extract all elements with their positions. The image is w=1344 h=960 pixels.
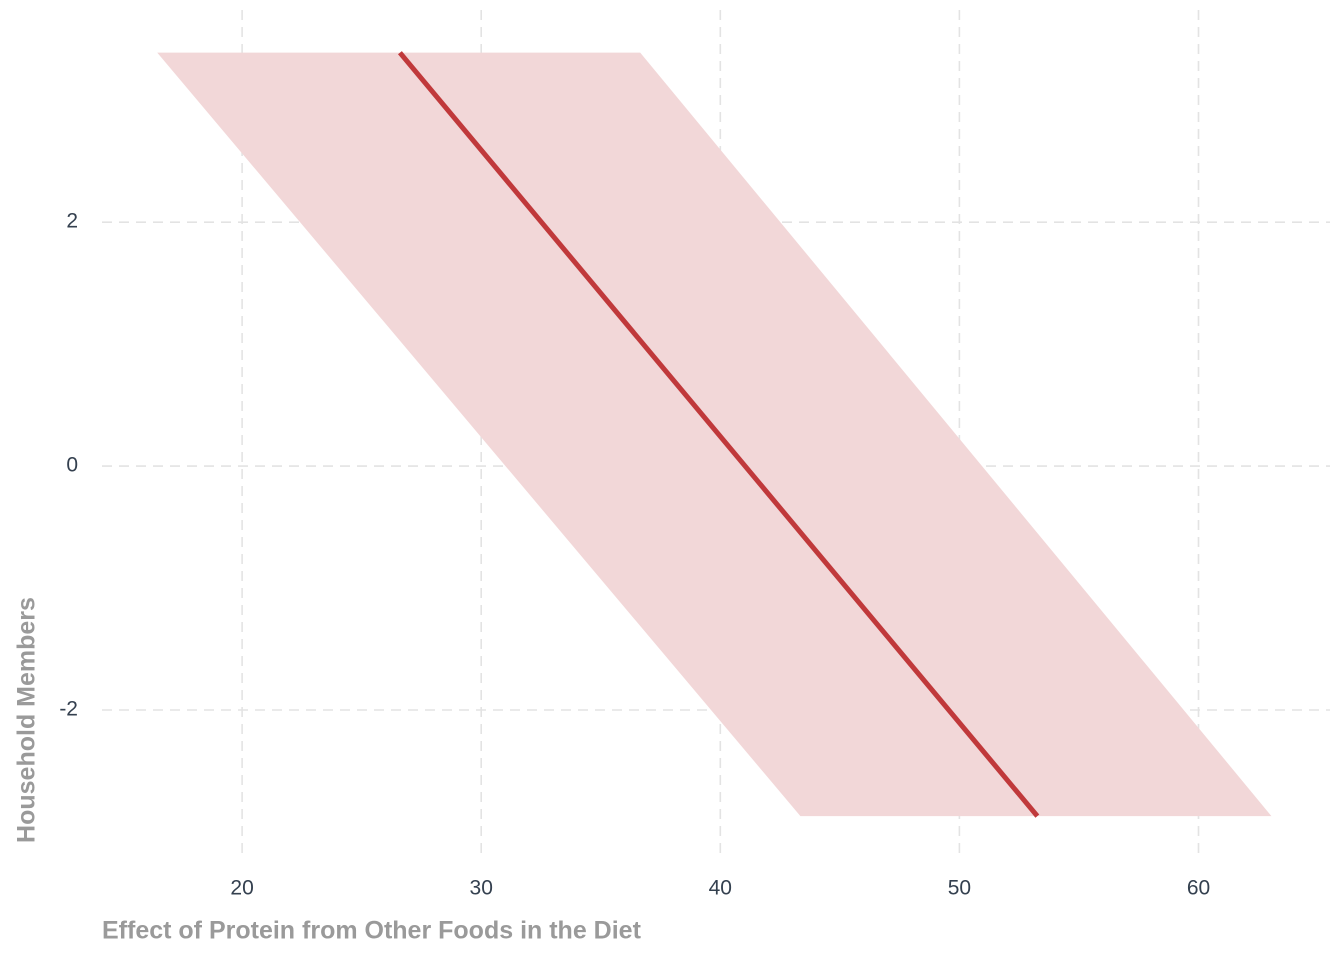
x-tick-label: 50: [948, 877, 971, 900]
x-tick-label: 60: [1187, 877, 1210, 900]
y-tick-label: -2: [59, 698, 78, 721]
line: [397, 51, 1040, 818]
x-tick-label: 40: [709, 877, 732, 900]
x-tick-label: 20: [230, 877, 253, 900]
x-tick-label: 30: [470, 877, 493, 900]
y-axis-title: Household Members: [13, 597, 41, 843]
y-tick-label: 0: [66, 454, 78, 477]
x-axis-title: Effect of Protein from Other Foods in th…: [102, 917, 642, 945]
confidence-band: [157, 52, 1272, 817]
y-tick-label: 2: [66, 210, 78, 233]
